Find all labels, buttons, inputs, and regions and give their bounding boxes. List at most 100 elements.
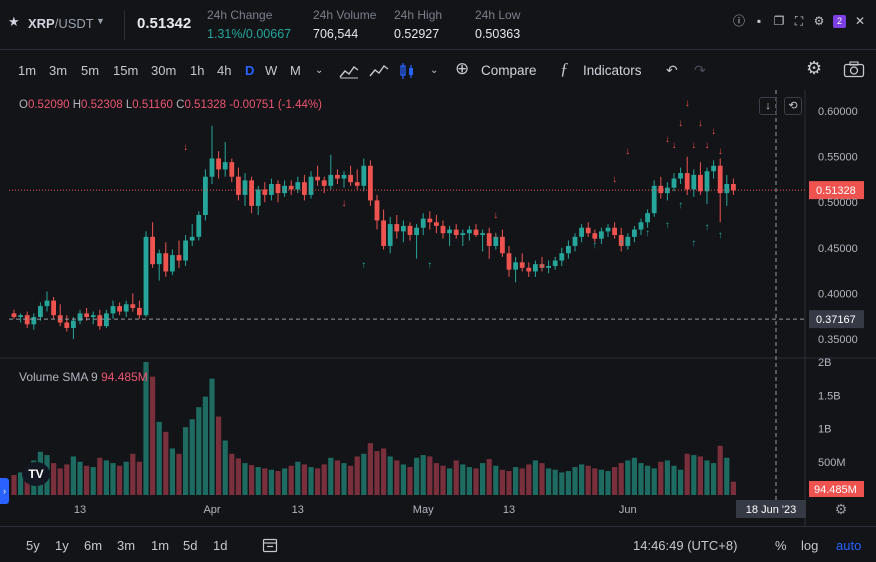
- range-3m[interactable]: 3m: [117, 538, 136, 553]
- candle-body: [24, 315, 30, 325]
- volume-bar: [519, 468, 525, 495]
- chevron-down-icon[interactable]: ⌄: [315, 65, 324, 76]
- percent-toggle[interactable]: %: [775, 538, 787, 553]
- tradingview-logo[interactable]: TV: [22, 462, 50, 486]
- auto-toggle[interactable]: auto: [836, 538, 862, 553]
- candle-body: [731, 184, 736, 191]
- price-tick-label: 0.55000: [818, 152, 858, 164]
- compare-button[interactable]: Compare: [481, 63, 537, 78]
- fullscreen-icon[interactable]: ⛶: [794, 14, 804, 28]
- plus-circle-icon[interactable]: ⊕: [455, 59, 470, 78]
- timeframe-w[interactable]: W: [265, 63, 278, 78]
- redo-icon[interactable]: ↷: [694, 62, 706, 78]
- candle-body: [170, 255, 175, 272]
- time-tick-label: Jun: [619, 504, 637, 516]
- candle-body: [354, 182, 360, 186]
- volume-bar: [367, 443, 373, 495]
- stat-value: 0.52927: [394, 27, 440, 41]
- clock-time[interactable]: 14:46:49 (UTC+8): [633, 538, 738, 553]
- volume-bars: [11, 362, 736, 495]
- open-value: 0.52090: [27, 99, 70, 111]
- candle-body: [255, 189, 261, 206]
- candle-body: [506, 253, 512, 270]
- volume-bar: [268, 469, 274, 495]
- candle-body: [196, 214, 202, 237]
- range-1y[interactable]: 1y: [55, 538, 69, 553]
- price-tick-label: 0.45000: [818, 243, 858, 255]
- timeframe-m[interactable]: M: [290, 63, 301, 78]
- settings-gear-icon[interactable]: ⚙: [806, 58, 823, 78]
- volume-bar: [51, 463, 57, 495]
- volume-bar: [77, 461, 83, 495]
- trash-icon[interactable]: ▪: [756, 14, 762, 28]
- sidebar-toggle-icon[interactable]: ›: [0, 478, 9, 504]
- timeframe-4h[interactable]: 4h: [217, 63, 232, 78]
- candle-body: [295, 182, 301, 190]
- candle-body: [539, 264, 545, 268]
- candle-body: [150, 236, 155, 265]
- indicators-button[interactable]: Indicators: [583, 63, 642, 78]
- timeframe-3m[interactable]: 3m: [49, 63, 68, 78]
- volume-bar: [57, 468, 63, 495]
- sma-value: 94.485M: [101, 370, 148, 384]
- volume-bar: [493, 465, 499, 495]
- line-chart-icon[interactable]: [369, 63, 389, 79]
- volume-bar: [169, 448, 175, 495]
- candle-body: [176, 255, 182, 261]
- volume-bar: [354, 456, 360, 495]
- chevron-down-icon[interactable]: ⌄: [430, 65, 439, 76]
- range-5y[interactable]: 5y: [26, 538, 40, 553]
- area-chart-icon[interactable]: [339, 63, 359, 79]
- timeframe-5m[interactable]: 5m: [81, 63, 100, 78]
- candle-body: [645, 213, 650, 223]
- reset-zoom-icon[interactable]: ⟲: [784, 97, 802, 115]
- range-1m[interactable]: 1m: [151, 538, 170, 553]
- camera-icon[interactable]: [843, 60, 865, 78]
- volume-bar: [552, 469, 558, 495]
- star-icon[interactable]: ★: [8, 14, 20, 29]
- volume-legend[interactable]: Volume SMA 9 94.485M: [19, 370, 148, 384]
- volume-bar: [724, 457, 730, 495]
- function-icon[interactable]: ƒ: [560, 59, 569, 78]
- range-1d[interactable]: 1d: [213, 538, 228, 553]
- timeframe-1m[interactable]: 1m: [18, 63, 37, 78]
- copy-icon[interactable]: ❐: [773, 14, 785, 28]
- volume-marker-label: 94.485M: [814, 484, 857, 496]
- log-toggle[interactable]: log: [801, 538, 819, 553]
- volume-bar: [348, 465, 354, 495]
- candle-body: [71, 320, 76, 328]
- range-5d[interactable]: 5d: [183, 538, 198, 553]
- date-range-icon[interactable]: [262, 537, 278, 553]
- candle-body: [625, 236, 631, 246]
- range-6m[interactable]: 6m: [84, 538, 103, 553]
- timeframe-d[interactable]: D: [245, 63, 255, 78]
- undo-icon[interactable]: ↶: [666, 62, 678, 78]
- down-arrow-icon: ↓: [698, 118, 703, 129]
- candle-body: [288, 185, 294, 190]
- crosshair-price-label: 0.37167: [816, 314, 856, 326]
- volume-bar: [295, 461, 301, 495]
- scroll-down-icon[interactable]: ↓: [759, 97, 777, 115]
- timeframe-15m[interactable]: 15m: [113, 63, 139, 78]
- candle-body: [269, 184, 274, 195]
- stat-label: 24h Volume: [313, 8, 377, 22]
- candle-body: [163, 253, 169, 272]
- down-arrow-icon: ↓: [685, 98, 690, 109]
- gear-icon[interactable]: ⚙: [813, 14, 825, 28]
- timeframe-1h[interactable]: 1h: [190, 63, 205, 78]
- candle-body: [84, 313, 89, 318]
- candle-body: [38, 306, 43, 318]
- stat-label: 24h Change: [207, 8, 273, 22]
- volume-bar: [70, 456, 76, 495]
- close-icon[interactable]: ✕: [854, 14, 866, 28]
- symbol-name[interactable]: XRP/USDT: [28, 16, 94, 31]
- volume-bar: [216, 416, 222, 495]
- volume-bar: [262, 468, 268, 495]
- layout-badge-icon[interactable]: 2: [833, 15, 846, 28]
- candles-icon[interactable]: [399, 61, 415, 81]
- candle-body: [480, 233, 485, 236]
- chevron-down-icon[interactable]: ▼: [96, 16, 105, 26]
- timeframe-30m[interactable]: 30m: [151, 63, 177, 78]
- info-icon[interactable]: ⓘ: [733, 14, 746, 28]
- candlestick-chart[interactable]: ↓↓↓↓↓↓↓↓↓↓↓↓↓↓↓↑ ↑ ↑↑ ↑↑↑↑↑↑↑ 0.513280.3716…: [0, 90, 876, 526]
